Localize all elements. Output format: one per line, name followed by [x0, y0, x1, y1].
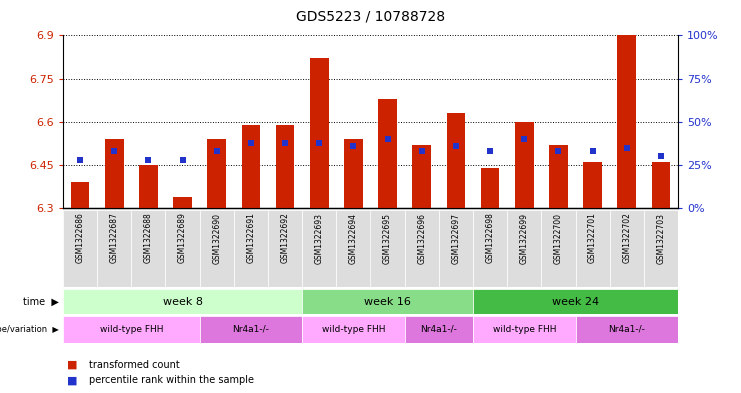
Bar [336, 210, 370, 287]
Bar [139, 165, 158, 208]
Bar [63, 210, 97, 287]
Bar [644, 210, 678, 287]
Bar [412, 145, 431, 208]
Text: percentile rank within the sample: percentile rank within the sample [89, 375, 254, 386]
Text: GSM1322697: GSM1322697 [451, 213, 460, 264]
Text: GSM1322693: GSM1322693 [315, 213, 324, 264]
Text: time  ▶: time ▶ [24, 297, 59, 307]
Text: GSM1322701: GSM1322701 [588, 213, 597, 263]
Text: ■: ■ [67, 360, 77, 370]
Text: GSM1322699: GSM1322699 [519, 213, 529, 264]
Text: Nr4a1-/-: Nr4a1-/- [608, 325, 645, 334]
Text: ■: ■ [67, 375, 77, 386]
Bar [576, 316, 678, 343]
Bar [199, 316, 302, 343]
Text: Nr4a1-/-: Nr4a1-/- [233, 325, 269, 334]
Text: GSM1322696: GSM1322696 [417, 213, 426, 264]
Text: GDS5223 / 10788728: GDS5223 / 10788728 [296, 10, 445, 24]
Text: GSM1322692: GSM1322692 [281, 213, 290, 263]
Bar [70, 182, 90, 208]
Bar [439, 210, 473, 287]
Bar [473, 316, 576, 343]
Text: transformed count: transformed count [89, 360, 179, 370]
Bar [302, 210, 336, 287]
Text: genotype/variation  ▶: genotype/variation ▶ [0, 325, 59, 334]
Bar [405, 316, 473, 343]
Text: week 24: week 24 [552, 297, 599, 307]
Bar [207, 139, 226, 208]
Text: wild-type FHH: wild-type FHH [322, 325, 385, 334]
Bar [370, 210, 405, 287]
Bar [104, 139, 124, 208]
Text: GSM1322688: GSM1322688 [144, 213, 153, 263]
Text: GSM1322700: GSM1322700 [554, 213, 563, 264]
Text: week 8: week 8 [162, 297, 202, 307]
Bar [549, 145, 568, 208]
Text: GSM1322691: GSM1322691 [247, 213, 256, 263]
Bar [447, 113, 465, 208]
Text: GSM1322695: GSM1322695 [383, 213, 392, 264]
Text: GSM1322689: GSM1322689 [178, 213, 187, 263]
Bar [302, 316, 405, 343]
Bar [344, 139, 363, 208]
Text: GSM1322703: GSM1322703 [657, 213, 665, 264]
Bar [63, 316, 199, 343]
Text: GSM1322694: GSM1322694 [349, 213, 358, 264]
Bar [234, 210, 268, 287]
Bar [576, 210, 610, 287]
Text: wild-type FHH: wild-type FHH [99, 325, 163, 334]
Bar [302, 289, 473, 314]
Text: GSM1322698: GSM1322698 [485, 213, 494, 263]
Bar [276, 125, 294, 208]
Bar [473, 289, 678, 314]
Text: wild-type FHH: wild-type FHH [493, 325, 556, 334]
Bar [583, 162, 602, 208]
Bar [473, 210, 507, 287]
Text: GSM1322686: GSM1322686 [76, 213, 84, 263]
Text: GSM1322690: GSM1322690 [212, 213, 222, 264]
Bar [131, 210, 165, 287]
Bar [610, 210, 644, 287]
Bar [617, 35, 637, 208]
Text: GSM1322702: GSM1322702 [622, 213, 631, 263]
Bar [507, 210, 542, 287]
Bar [63, 289, 302, 314]
Bar [378, 99, 397, 208]
Bar [165, 210, 199, 287]
Text: week 16: week 16 [364, 297, 411, 307]
Bar [268, 210, 302, 287]
Bar [481, 168, 499, 208]
Bar [515, 122, 534, 208]
Bar [242, 125, 260, 208]
Text: Nr4a1-/-: Nr4a1-/- [420, 325, 457, 334]
Bar [173, 197, 192, 208]
Bar [651, 162, 671, 208]
Bar [405, 210, 439, 287]
Bar [310, 59, 329, 208]
Bar [199, 210, 234, 287]
Text: GSM1322687: GSM1322687 [110, 213, 119, 263]
Bar [542, 210, 576, 287]
Bar [97, 210, 131, 287]
